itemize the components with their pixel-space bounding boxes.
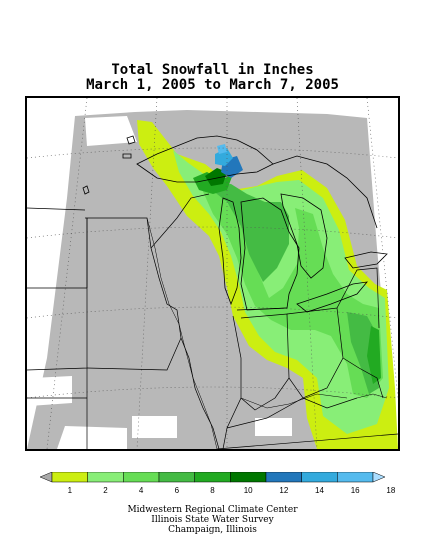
legend-swatch xyxy=(194,471,231,483)
trace-area xyxy=(85,116,137,146)
legend-label: 16 xyxy=(350,486,360,495)
legend-label: 1 xyxy=(67,486,73,495)
legend-arrow-high xyxy=(372,471,386,483)
legend-swatch xyxy=(123,471,160,483)
legend-label: 6 xyxy=(174,486,180,495)
legend-swatch xyxy=(230,471,267,483)
legend-swatch xyxy=(158,471,195,483)
credit-survey: Illinois State Water Survey xyxy=(151,515,274,525)
legend-label: 10 xyxy=(243,486,253,495)
snow-band-10-12 xyxy=(205,168,227,186)
map-title-line-2: March 1, 2005 to March 7, 2005 xyxy=(86,77,339,93)
legend-swatch xyxy=(87,471,124,483)
snow-band-16-18 xyxy=(217,144,227,154)
legend-swatch xyxy=(337,471,374,483)
snow-band-6-8 xyxy=(207,184,289,282)
legend-label: 18 xyxy=(386,486,396,495)
legend-label: 2 xyxy=(103,486,108,495)
snowfall-map-svg xyxy=(27,98,398,449)
legend-label: 8 xyxy=(210,486,215,495)
lat-lon-grid xyxy=(27,98,398,449)
snow-band-8-10 xyxy=(367,326,381,384)
rivers xyxy=(146,217,388,449)
color-legend-bar xyxy=(39,471,386,483)
legend-label: 12 xyxy=(279,486,289,495)
trace-area xyxy=(29,376,72,406)
legend-swatch xyxy=(265,471,302,483)
legend-label: 14 xyxy=(315,486,324,495)
credit-organization: Midwestern Regional Climate Center xyxy=(127,505,298,515)
trace-area xyxy=(255,418,292,436)
snowfall-map xyxy=(25,96,400,451)
legend-arrow-low xyxy=(39,471,53,483)
legend-label: 4 xyxy=(138,486,144,495)
color-legend xyxy=(39,471,386,496)
map-title-line-1: Total Snowfall in Inches xyxy=(111,62,314,78)
great-lakes-coastline xyxy=(82,135,388,313)
legend-swatch xyxy=(51,471,88,483)
legend-swatch xyxy=(301,471,338,483)
credit-location: Champaign, Illinois xyxy=(168,525,257,535)
trace-area xyxy=(57,426,127,449)
trace-area xyxy=(132,416,177,438)
